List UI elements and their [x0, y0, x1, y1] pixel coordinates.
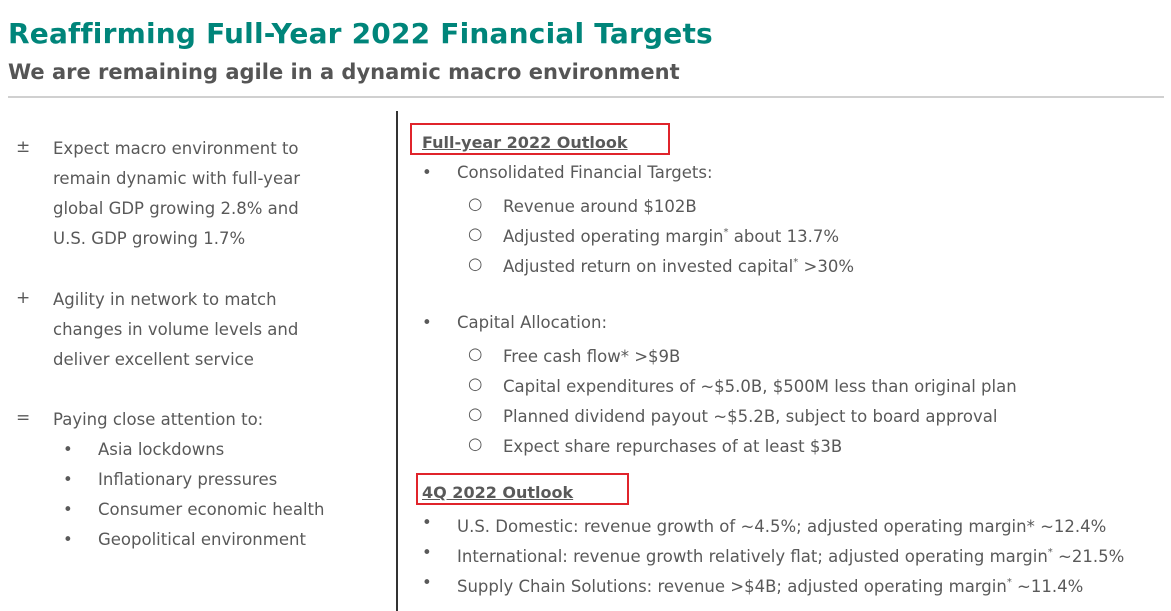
- item-text: Adjusted return on invested capital: [503, 257, 794, 276]
- list-item: Adjusted operating margin* about 13.7%: [503, 223, 839, 247]
- symbol-icon: =: [16, 408, 31, 428]
- header-divider: [8, 96, 1164, 98]
- bullet-icon: •: [63, 530, 73, 549]
- sub-point-text: Asia lockdowns: [98, 440, 225, 459]
- point-text: Agility in network to match: [53, 290, 277, 309]
- sub-point-text: Inflationary pressures: [98, 470, 278, 489]
- item-text: Revenue around $102B: [503, 197, 697, 216]
- section-heading-4q: 4Q 2022 Outlook: [422, 483, 574, 502]
- item-text: Adjusted operating margin: [503, 227, 724, 246]
- footnote-marker: *: [793, 257, 799, 268]
- list-item: Expect share repurchases of at least $3B: [503, 433, 842, 457]
- point-text: deliver excellent service: [53, 350, 254, 369]
- sub-point-text: Consumer economic health: [98, 500, 325, 519]
- point-text: Expect macro environment to: [53, 139, 299, 158]
- item-text: Supply Chain Solutions: revenue >$4B; ad…: [457, 577, 1007, 596]
- page-title: Reaffirming Full-Year 2022 Financial Tar…: [8, 17, 713, 50]
- list-item: U.S. Domestic: revenue growth of ~4.5%; …: [457, 513, 1106, 537]
- footnote-marker: *: [1006, 577, 1012, 588]
- group-label: Consolidated Financial Targets:: [457, 163, 713, 182]
- point-text: global GDP growing 2.8% and: [53, 199, 299, 218]
- item-text: U.S. Domestic: revenue growth of ~4.5%; …: [457, 517, 1107, 536]
- footnote-marker: *: [723, 227, 729, 238]
- sub-bullet-icon: ○: [468, 434, 483, 453]
- item-text: International: revenue growth relatively…: [457, 547, 1048, 566]
- sub-bullet-icon: ○: [468, 224, 483, 243]
- highlight-box-full-year: [410, 123, 670, 155]
- bullet-icon: •: [422, 313, 432, 332]
- page-subtitle: We are remaining agile in a dynamic macr…: [8, 60, 680, 84]
- item-text: Expect share repurchases of at least $3B: [503, 437, 843, 456]
- list-item: Free cash flow* >$9B: [503, 343, 680, 367]
- symbol-icon: +: [16, 288, 31, 308]
- item-text: Free cash flow* >$9B: [503, 347, 681, 366]
- point-text: remain dynamic with full-year: [53, 169, 300, 188]
- section-heading-full-year: Full-year 2022 Outlook: [422, 133, 628, 152]
- bullet-icon: •: [63, 440, 73, 459]
- sub-bullet-icon: ○: [468, 404, 483, 423]
- item-text: ~21.5%: [1052, 547, 1125, 566]
- bullet-icon: •: [63, 470, 73, 489]
- highlight-box-4q: [416, 473, 629, 505]
- item-text: >30%: [798, 257, 854, 276]
- sub-bullet-icon: ○: [468, 344, 483, 363]
- sub-bullet-icon: ○: [468, 374, 483, 393]
- sub-bullet-icon: ○: [468, 254, 483, 273]
- bullet-icon: •: [422, 573, 432, 592]
- list-item: Revenue around $102B: [503, 193, 697, 217]
- bullet-icon: •: [422, 513, 432, 532]
- list-item: Supply Chain Solutions: revenue >$4B; ad…: [457, 573, 1083, 597]
- item-text: about 13.7%: [728, 227, 840, 246]
- sub-bullet-icon: ○: [468, 194, 483, 213]
- column-divider: [396, 111, 398, 611]
- item-text: Planned dividend payout ~$5.2B, subject …: [503, 407, 998, 426]
- point-text: Paying close attention to:: [53, 410, 264, 429]
- list-item: Capital expenditures of ~$5.0B, $500M le…: [503, 373, 1017, 397]
- sub-point-text: Geopolitical environment: [98, 530, 306, 549]
- list-item: International: revenue growth relatively…: [457, 543, 1124, 567]
- group-label: Capital Allocation:: [457, 313, 607, 332]
- symbol-icon: ±: [16, 137, 31, 157]
- item-text: ~11.4%: [1011, 577, 1084, 596]
- point-text: U.S. GDP growing 1.7%: [53, 229, 246, 248]
- list-item: Adjusted return on invested capital* >30…: [503, 253, 854, 277]
- footnote-marker: *: [1047, 547, 1053, 558]
- bullet-icon: •: [63, 500, 73, 519]
- bullet-icon: •: [422, 543, 432, 562]
- list-item: Planned dividend payout ~$5.2B, subject …: [503, 403, 997, 427]
- bullet-icon: •: [422, 163, 432, 182]
- point-text: changes in volume levels and: [53, 320, 299, 339]
- item-text: Capital expenditures of ~$5.0B, $500M le…: [503, 377, 1017, 396]
